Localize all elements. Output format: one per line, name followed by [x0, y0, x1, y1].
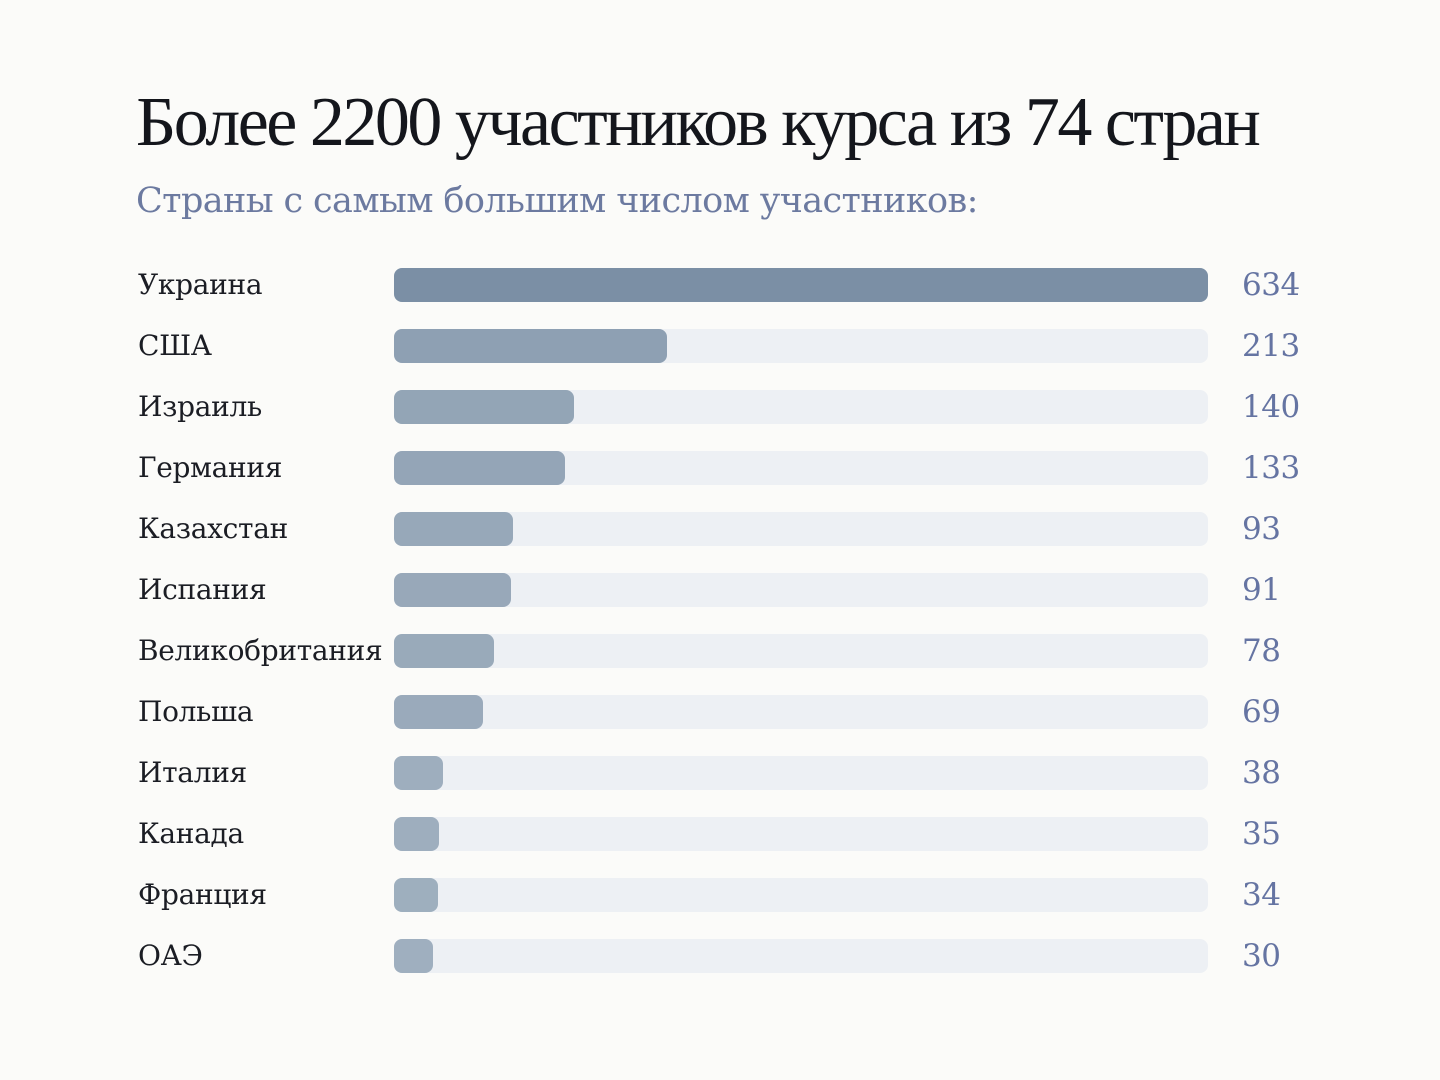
bar-row: Франция 34: [0, 878, 1440, 912]
bar-row: Италия 38: [0, 756, 1440, 790]
bar-track: [394, 756, 1208, 790]
bar-track: [394, 695, 1208, 729]
bar-track: [394, 878, 1208, 912]
bar-value-label: 91: [1242, 572, 1281, 608]
bar-label: Испания: [138, 573, 267, 606]
bar-label: Канада: [138, 817, 244, 850]
bar: [394, 573, 511, 607]
bar: [394, 329, 668, 363]
bar-value-label: 35: [1242, 816, 1281, 852]
bar-value-label: 38: [1242, 755, 1281, 791]
bar-value-label: 634: [1242, 267, 1300, 303]
bar-track: [394, 329, 1208, 363]
bar-value-label: 213: [1242, 328, 1300, 364]
bar-track: [394, 573, 1208, 607]
bar-row: ОАЭ 30: [0, 939, 1440, 973]
bar: [394, 878, 438, 912]
bar-label: США: [138, 329, 212, 362]
bar-row: Канада 35: [0, 817, 1440, 851]
bar-row: Польша 69: [0, 695, 1440, 729]
bar: [394, 390, 574, 424]
bar-label: Польша: [138, 695, 254, 728]
bar-label: Италия: [138, 756, 247, 789]
bar-row: Казахстан 93: [0, 512, 1440, 546]
bar: [394, 268, 1208, 302]
bar-row: США 213: [0, 329, 1440, 363]
bar-value-label: 69: [1242, 694, 1281, 730]
bar-value-label: 133: [1242, 450, 1300, 486]
page-subtitle: Страны с самым большим числом участников…: [136, 181, 978, 221]
bar-row: Испания 91: [0, 573, 1440, 607]
bar-label: ОАЭ: [138, 939, 203, 972]
bar-value-label: 140: [1242, 389, 1300, 425]
bar-track: [394, 451, 1208, 485]
bar-label: Израиль: [138, 390, 262, 423]
bar: [394, 634, 495, 668]
bar-row: Израиль 140: [0, 390, 1440, 424]
bar-track: [394, 939, 1208, 973]
bar: [394, 817, 439, 851]
bar-value-label: 34: [1242, 877, 1281, 913]
bar-label: Германия: [138, 451, 283, 484]
bar: [394, 695, 483, 729]
bar-track: [394, 390, 1208, 424]
bar-value-label: 30: [1242, 938, 1281, 974]
bar-label: Франция: [138, 878, 267, 911]
bar: [394, 939, 433, 973]
bar-row: Великобритания 78: [0, 634, 1440, 668]
bar-row: Украина 634: [0, 268, 1440, 302]
bar-track: [394, 817, 1208, 851]
page-title: Более 2200 участников курса из 74 стран: [136, 84, 1261, 161]
bar-label: Великобритания: [138, 634, 383, 667]
bar-track: [394, 268, 1208, 302]
bar-track: [394, 634, 1208, 668]
bar-row: Германия 133: [0, 451, 1440, 485]
bar-track: [394, 512, 1208, 546]
bar-value-label: 93: [1242, 511, 1281, 547]
bar-label: Украина: [138, 268, 263, 301]
bar: [394, 756, 443, 790]
bar: [394, 512, 514, 546]
bar-label: Казахстан: [138, 512, 288, 545]
bar-value-label: 78: [1242, 633, 1281, 669]
bar: [394, 451, 565, 485]
